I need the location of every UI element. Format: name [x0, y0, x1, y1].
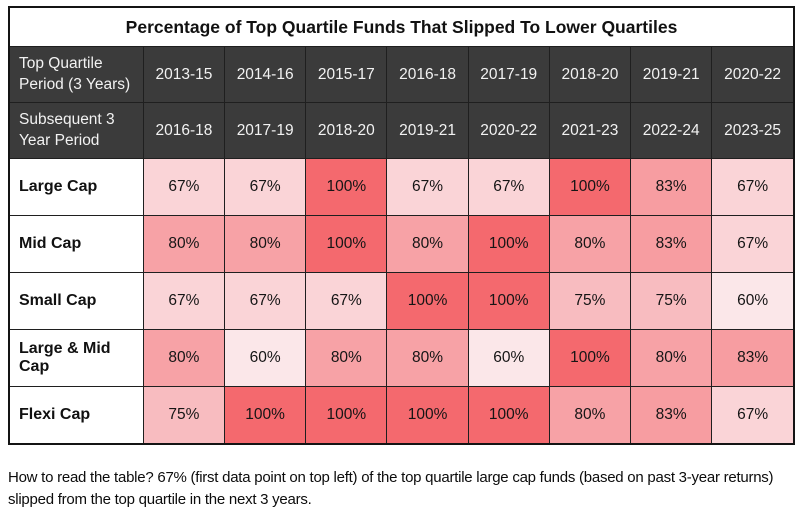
heat-cell: 100%	[305, 215, 388, 273]
header-row-subsequent-period: Subsequent 3 Year Period 2016-18 2017-19…	[8, 102, 795, 159]
table-row-large-and-mid-cap: Large & Mid Cap 80% 60% 80% 80% 60% 100%…	[8, 329, 795, 387]
heat-cell: 75%	[142, 386, 226, 445]
heat-cell: 67%	[711, 158, 795, 216]
period-header: 2014-16	[224, 46, 307, 103]
period-header: 2017-19	[224, 102, 307, 159]
period-header: 2023-25	[711, 102, 795, 159]
period-header: 2013-15	[142, 46, 226, 103]
heat-cell: 75%	[548, 272, 632, 330]
heat-cell: 80%	[548, 215, 632, 273]
period-header: 2016-18	[142, 102, 226, 159]
row-label: Large & Mid Cap	[8, 329, 144, 387]
period-header: 2017-19	[467, 46, 550, 103]
heat-cell: 100%	[386, 386, 469, 445]
heat-cell: 100%	[224, 386, 307, 445]
period-header: 2021-23	[548, 102, 632, 159]
heat-cell: 83%	[711, 329, 795, 387]
heat-cell: 67%	[305, 272, 388, 330]
row-label: Large Cap	[8, 158, 144, 216]
heat-cell: 75%	[630, 272, 713, 330]
row-label: Flexi Cap	[8, 386, 144, 445]
title-row: Percentage of Top Quartile Funds That Sl…	[8, 6, 795, 47]
heat-cell: 100%	[467, 272, 550, 330]
row-label: Mid Cap	[8, 215, 144, 273]
heat-cell: 67%	[142, 272, 226, 330]
period-header: 2015-17	[305, 46, 388, 103]
period-header: 2019-21	[630, 46, 713, 103]
table-row-small-cap: Small Cap 67% 67% 67% 100% 100% 75% 75% …	[8, 272, 795, 330]
heat-cell: 100%	[548, 158, 632, 216]
how-to-read-footnote: How to read the table? 67% (first data p…	[8, 469, 774, 508]
period-header: 2019-21	[386, 102, 469, 159]
table-title: Percentage of Top Quartile Funds That Sl…	[8, 6, 795, 47]
heat-cell: 83%	[630, 158, 713, 216]
heat-cell: 67%	[224, 158, 307, 216]
heat-cell: 100%	[467, 215, 550, 273]
period-header: 2022-24	[630, 102, 713, 159]
heat-cell: 67%	[224, 272, 307, 330]
heat-cell: 100%	[305, 158, 388, 216]
heat-cell: 100%	[467, 386, 550, 445]
header-row-top-quartile-period: Top Quartile Period (3 Years) 2013-15 20…	[8, 46, 795, 103]
header-label-top-quartile-period: Top Quartile Period (3 Years)	[8, 46, 144, 103]
period-header: 2020-22	[467, 102, 550, 159]
heat-cell: 83%	[630, 386, 713, 445]
heat-cell: 100%	[305, 386, 388, 445]
heat-cell: 60%	[711, 272, 795, 330]
heat-cell: 83%	[630, 215, 713, 273]
row-label: Small Cap	[8, 272, 144, 330]
period-header: 2018-20	[548, 46, 632, 103]
heat-cell: 80%	[224, 215, 307, 273]
period-header: 2018-20	[305, 102, 388, 159]
heat-cell: 100%	[386, 272, 469, 330]
heat-cell: 60%	[467, 329, 550, 387]
heat-cell: 60%	[224, 329, 307, 387]
table-row-large-cap: Large Cap 67% 67% 100% 67% 67% 100% 83% …	[8, 158, 795, 216]
heat-cell: 80%	[386, 329, 469, 387]
heat-cell: 67%	[711, 386, 795, 445]
header-label-subsequent-period: Subsequent 3 Year Period	[8, 102, 144, 159]
heat-cell: 80%	[548, 386, 632, 445]
heat-cell: 80%	[386, 215, 469, 273]
heat-cell: 80%	[142, 329, 226, 387]
heat-cell: 80%	[142, 215, 226, 273]
table-row-flexi-cap: Flexi Cap 75% 100% 100% 100% 100% 80% 83…	[8, 386, 795, 445]
heat-cell: 67%	[711, 215, 795, 273]
table-row-mid-cap: Mid Cap 80% 80% 100% 80% 100% 80% 83% 67…	[8, 215, 795, 273]
period-header: 2020-22	[711, 46, 795, 103]
quartile-slippage-table: Percentage of Top Quartile Funds That Sl…	[8, 6, 795, 445]
heat-cell: 67%	[467, 158, 550, 216]
heat-cell: 67%	[386, 158, 469, 216]
heat-cell: 80%	[630, 329, 713, 387]
heat-cell: 100%	[548, 329, 632, 387]
heat-cell: 67%	[142, 158, 226, 216]
heat-cell: 80%	[305, 329, 388, 387]
period-header: 2016-18	[386, 46, 469, 103]
